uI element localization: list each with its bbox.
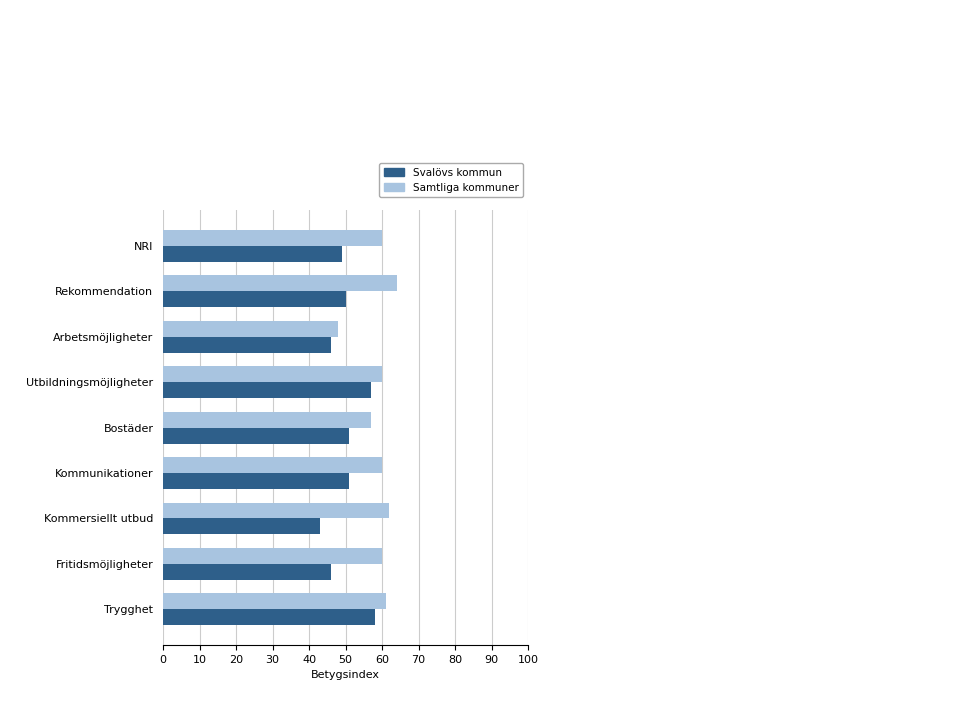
Bar [163, 428, 349, 444]
Bar [163, 548, 382, 564]
Bar [163, 336, 331, 353]
Bar [163, 593, 386, 609]
Bar [163, 609, 374, 625]
X-axis label: Betygsindex: Betygsindex [311, 670, 380, 680]
Bar [163, 246, 342, 262]
Bar [163, 519, 320, 534]
Bar [163, 367, 382, 382]
Bar [163, 503, 390, 519]
Bar [163, 457, 382, 473]
Bar [163, 411, 372, 428]
Bar [163, 564, 331, 580]
Bar [163, 292, 346, 307]
Bar [163, 230, 382, 246]
Legend: Svalövs kommun, Samtliga kommuner: Svalövs kommun, Samtliga kommuner [379, 163, 523, 197]
Bar [163, 321, 338, 336]
Bar [163, 473, 349, 489]
Bar [163, 275, 396, 292]
Bar [163, 382, 372, 398]
